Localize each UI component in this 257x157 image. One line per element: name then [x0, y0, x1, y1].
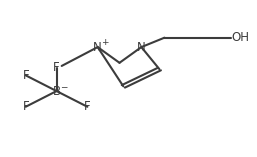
- Text: N: N: [137, 41, 146, 54]
- Text: F: F: [84, 100, 91, 113]
- Text: OH: OH: [231, 31, 249, 44]
- Text: −: −: [60, 82, 67, 91]
- Text: N: N: [93, 41, 102, 54]
- Text: +: +: [101, 38, 109, 47]
- Text: F: F: [22, 69, 29, 82]
- Text: B: B: [52, 85, 61, 97]
- Text: F: F: [53, 61, 60, 74]
- Text: F: F: [22, 100, 29, 113]
